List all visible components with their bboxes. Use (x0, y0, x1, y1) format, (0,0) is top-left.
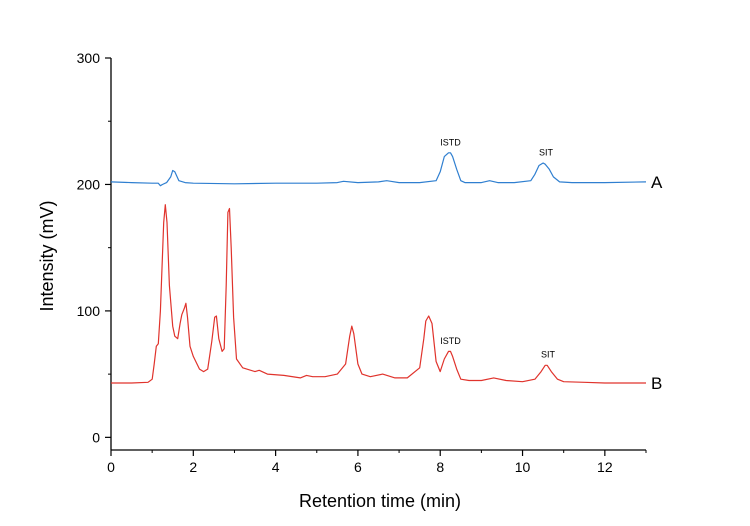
series-layer (110, 152, 647, 384)
y-tick-label: 100 (77, 303, 101, 319)
x-tick-label: 4 (272, 459, 280, 475)
peak-annotation: ISTD (440, 137, 461, 147)
trace-label-a: A (651, 173, 663, 192)
x-axis-ticks: 0 2 4 6 8 10 12 (107, 450, 647, 475)
peak-annotation: ISTD (440, 336, 461, 346)
series-line-b (111, 204, 646, 384)
y-tick-label: 200 (77, 176, 101, 192)
x-tick-label: 0 (107, 459, 115, 475)
chart-axes (110, 58, 646, 451)
y-axis-ticks: 0 100 200 300 (77, 50, 111, 445)
x-tick-label: 2 (189, 459, 197, 475)
x-tick-label: 8 (436, 459, 444, 475)
peak-annotation: SIT (541, 350, 556, 360)
x-tick-label: 12 (597, 459, 613, 475)
y-tick-label: 0 (92, 429, 100, 445)
x-tick-label: 6 (354, 459, 362, 475)
trace-label-layer: AB (651, 173, 663, 393)
y-axis-title: Intensity (mV) (37, 200, 57, 311)
x-tick-label: 10 (515, 459, 531, 475)
series-line-a (110, 152, 647, 187)
trace-label-b: B (651, 374, 662, 393)
y-tick-label: 300 (77, 50, 101, 66)
annotation-layer: ISTD SIT ISTD SIT (440, 137, 555, 359)
peak-annotation: SIT (539, 147, 554, 157)
x-axis-title: Retention time (min) (299, 491, 461, 511)
